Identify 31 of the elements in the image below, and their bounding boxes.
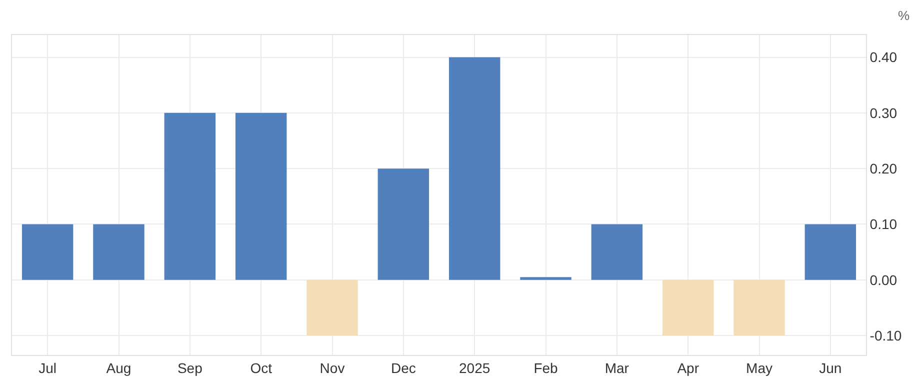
bar (591, 224, 643, 280)
bar (734, 280, 785, 336)
x-tick-label: Apr (677, 360, 700, 376)
x-tick-label: May (746, 360, 772, 376)
y-tick-label: 0.00 (870, 272, 898, 288)
x-tick-label: Dec (390, 360, 416, 376)
x-tick-label: 2025 (459, 360, 490, 376)
bar (520, 277, 572, 280)
bar (93, 224, 144, 280)
bar (22, 224, 74, 280)
bar (164, 112, 216, 280)
bar (804, 224, 856, 280)
x-tick-label: Nov (320, 360, 345, 376)
x-tick-label: Mar (604, 360, 630, 376)
bar (235, 112, 287, 280)
x-tick-label: Jul (38, 360, 57, 376)
x-tick-label: Aug (106, 360, 132, 376)
y-tick-label: 0.40 (870, 49, 898, 66)
bar (378, 168, 430, 280)
bar (306, 280, 358, 336)
y-tick-label: -0.10 (870, 327, 902, 344)
y-tick-label: 0.30 (870, 104, 898, 121)
y-tick-label: 0.20 (870, 160, 898, 176)
x-tick-label: Jun (819, 360, 842, 376)
y-tick-label: 0.10 (870, 216, 898, 232)
x-tick-label: Sep (177, 360, 203, 376)
x-tick-label: Oct (250, 360, 272, 376)
x-tick-label: Feb (534, 360, 558, 376)
y-axis-title: % (898, 8, 910, 23)
bar (662, 280, 714, 336)
bar (448, 57, 500, 280)
